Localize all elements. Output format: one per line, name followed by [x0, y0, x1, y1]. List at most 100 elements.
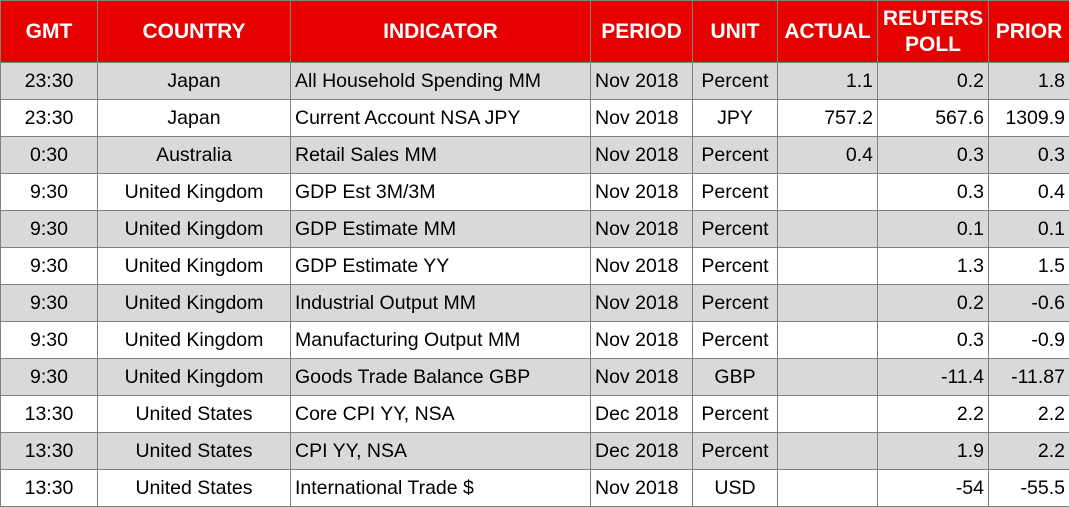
- table-cell: 23:30: [1, 100, 98, 137]
- table-cell: 13:30: [1, 396, 98, 433]
- table-cell: GDP Estimate YY: [291, 248, 591, 285]
- table-cell: [778, 470, 878, 507]
- table-cell: 13:30: [1, 433, 98, 470]
- table-cell: 0.2: [878, 63, 989, 100]
- column-header: ACTUAL: [778, 1, 878, 63]
- table-cell: -0.9: [989, 322, 1069, 359]
- table-cell: 9:30: [1, 174, 98, 211]
- table-cell: -54: [878, 470, 989, 507]
- table-cell: Percent: [693, 174, 778, 211]
- table-cell: 0:30: [1, 137, 98, 174]
- table-cell: USD: [693, 470, 778, 507]
- table-cell: GBP: [693, 359, 778, 396]
- table-cell: -11.4: [878, 359, 989, 396]
- table-cell: 2.2: [989, 433, 1069, 470]
- table-cell: Percent: [693, 248, 778, 285]
- table-cell: [778, 211, 878, 248]
- table-cell: 23:30: [1, 63, 98, 100]
- table-cell: United Kingdom: [98, 285, 291, 322]
- table-cell: 0.1: [989, 211, 1069, 248]
- table-cell: United States: [98, 396, 291, 433]
- table-cell: United Kingdom: [98, 322, 291, 359]
- table-cell: United States: [98, 433, 291, 470]
- column-header: GMT: [1, 1, 98, 63]
- table-cell: 0.1: [878, 211, 989, 248]
- table-cell: International Trade $: [291, 470, 591, 507]
- table-cell: 0.4: [778, 137, 878, 174]
- table-cell: Core CPI YY, NSA: [291, 396, 591, 433]
- table-cell: 1.8: [989, 63, 1069, 100]
- column-header: REUTERS POLL: [878, 1, 989, 63]
- table-cell: United Kingdom: [98, 174, 291, 211]
- table-cell: 0.3: [878, 137, 989, 174]
- table-cell: 2.2: [878, 396, 989, 433]
- table-cell: Nov 2018: [591, 63, 693, 100]
- table-cell: -0.6: [989, 285, 1069, 322]
- table-cell: 9:30: [1, 285, 98, 322]
- table-cell: United Kingdom: [98, 211, 291, 248]
- table-cell: Percent: [693, 396, 778, 433]
- table-cell: Goods Trade Balance GBP: [291, 359, 591, 396]
- table-cell: Percent: [693, 285, 778, 322]
- table-cell: 2.2: [989, 396, 1069, 433]
- table-cell: Percent: [693, 433, 778, 470]
- table-cell: Nov 2018: [591, 470, 693, 507]
- table-cell: GDP Estimate MM: [291, 211, 591, 248]
- table-cell: 9:30: [1, 248, 98, 285]
- table-cell: CPI YY, NSA: [291, 433, 591, 470]
- table-cell: 757.2: [778, 100, 878, 137]
- table-cell: 9:30: [1, 211, 98, 248]
- column-header: COUNTRY: [98, 1, 291, 63]
- table-cell: Industrial Output MM: [291, 285, 591, 322]
- table-cell: [778, 359, 878, 396]
- table-cell: 0.3: [989, 137, 1069, 174]
- table-cell: Percent: [693, 211, 778, 248]
- table-cell: All Household Spending MM: [291, 63, 591, 100]
- table-cell: 1.5: [989, 248, 1069, 285]
- table-cell: Current Account NSA JPY: [291, 100, 591, 137]
- table-cell: 0.3: [878, 322, 989, 359]
- table-cell: 567.6: [878, 100, 989, 137]
- table-cell: Percent: [693, 322, 778, 359]
- table-cell: -55.5: [989, 470, 1069, 507]
- table-cell: Dec 2018: [591, 396, 693, 433]
- column-header: UNIT: [693, 1, 778, 63]
- table-cell: 0.4: [989, 174, 1069, 211]
- table-cell: Nov 2018: [591, 100, 693, 137]
- table-cell: 1.3: [878, 248, 989, 285]
- column-header: PERIOD: [591, 1, 693, 63]
- table-cell: Dec 2018: [591, 433, 693, 470]
- table-cell: 1.9: [878, 433, 989, 470]
- table-cell: 9:30: [1, 322, 98, 359]
- table-cell: Australia: [98, 137, 291, 174]
- table-cell: Nov 2018: [591, 359, 693, 396]
- table-cell: Japan: [98, 100, 291, 137]
- table-cell: Nov 2018: [591, 248, 693, 285]
- table-cell: Nov 2018: [591, 137, 693, 174]
- table-cell: 9:30: [1, 359, 98, 396]
- table-cell: Nov 2018: [591, 322, 693, 359]
- table-cell: Japan: [98, 63, 291, 100]
- table-cell: Percent: [693, 63, 778, 100]
- table-cell: Retail Sales MM: [291, 137, 591, 174]
- table-cell: 1309.9: [989, 100, 1069, 137]
- table-cell: [778, 322, 878, 359]
- table-cell: [778, 248, 878, 285]
- table-cell: [778, 433, 878, 470]
